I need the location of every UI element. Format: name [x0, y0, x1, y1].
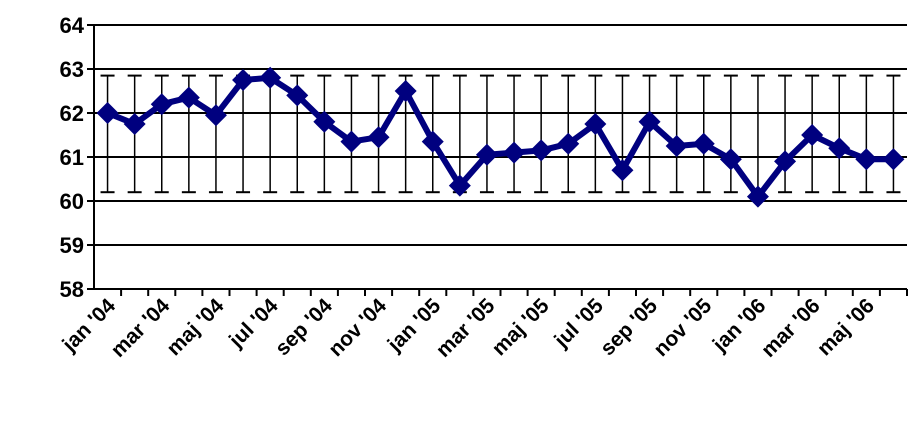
x-tick-label: maj '06	[813, 294, 879, 360]
y-tick-label: 58	[60, 277, 84, 302]
x-tick-label: mar '05	[432, 294, 500, 362]
y-axis-tick-labels: 58 59 60 61 62 63 64	[60, 13, 85, 302]
data-point	[123, 113, 146, 135]
x-tick-label: nov '05	[649, 294, 716, 361]
y-tick-label: 59	[60, 233, 84, 258]
data-point	[692, 132, 715, 155]
y-tick-label: 60	[60, 189, 84, 214]
data-point	[150, 93, 173, 116]
x-tick-label: maj '05	[488, 294, 554, 360]
data-point	[177, 86, 200, 109]
x-tick-label: maj '04	[162, 294, 228, 360]
data-markers	[96, 66, 905, 208]
y-tick-label: 63	[60, 57, 84, 82]
data-point	[448, 174, 471, 197]
data-point	[475, 143, 498, 166]
y-tick-label: 61	[60, 145, 84, 170]
data-point	[638, 110, 661, 133]
x-tick-label: mar '04	[107, 294, 175, 362]
data-point	[584, 113, 607, 135]
data-point	[828, 137, 851, 160]
data-point	[259, 66, 282, 89]
data-point	[719, 148, 742, 171]
data-point	[611, 159, 634, 182]
data-point	[855, 148, 878, 171]
data-point	[96, 102, 119, 124]
data-point	[313, 110, 336, 133]
data-point	[882, 148, 905, 171]
x-tick-label: mar '06	[757, 294, 825, 362]
data-point	[746, 185, 769, 208]
series-line-path	[106, 74, 894, 200]
data-point	[340, 130, 363, 153]
data-point	[286, 84, 309, 107]
x-tick-label: nov '04	[324, 294, 391, 361]
x-tick-label: sep '05	[596, 294, 662, 360]
data-point	[394, 80, 417, 102]
data-point	[503, 141, 526, 164]
data-point	[367, 126, 390, 149]
data-point	[232, 69, 255, 91]
data-point	[801, 124, 824, 146]
gridlines	[94, 24, 907, 246]
error-bars	[100, 74, 901, 194]
data-point	[774, 150, 797, 173]
series-line	[106, 74, 894, 200]
data-point	[421, 130, 444, 153]
data-point	[204, 104, 227, 127]
data-point	[530, 139, 553, 162]
data-point	[557, 132, 580, 155]
data-point	[665, 135, 688, 157]
y-tick-label: 64	[60, 13, 85, 38]
x-tick-label: sep '04	[271, 294, 337, 360]
y-tick-label: 62	[60, 101, 84, 126]
axes	[87, 24, 908, 296]
